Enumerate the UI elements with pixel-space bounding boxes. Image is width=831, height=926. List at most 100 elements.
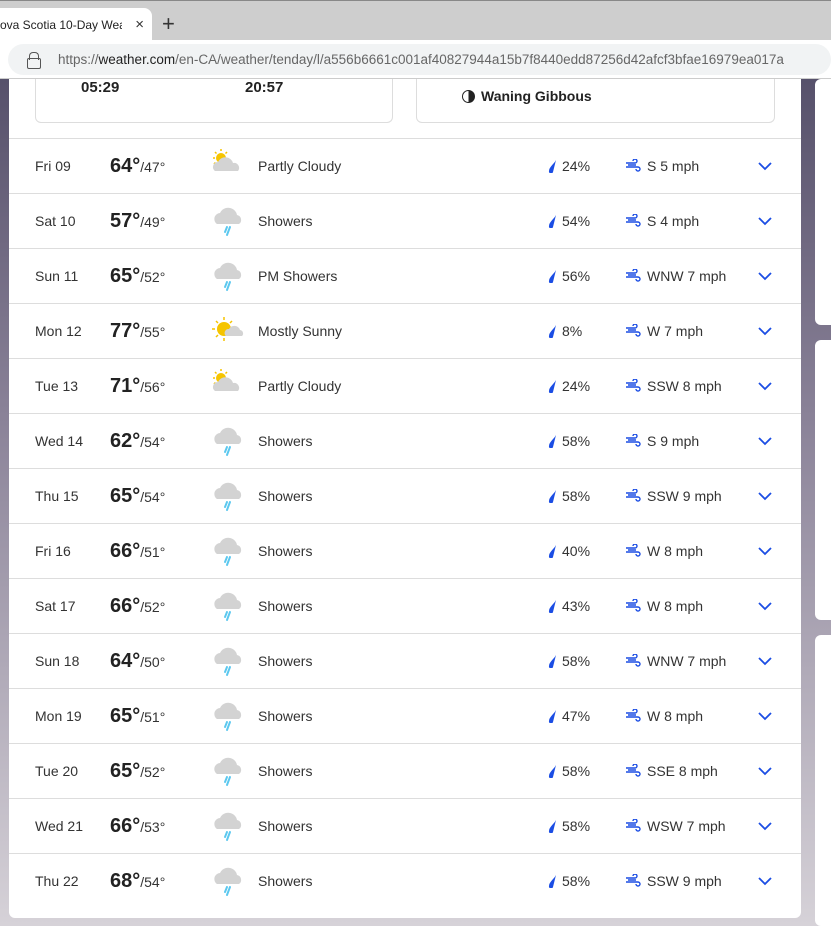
side-card: [815, 340, 831, 620]
forecast-row[interactable]: Mon 19 65°/51° Showers 47% W 8 mph: [9, 688, 801, 743]
browser-tab[interactable]: ova Scotia 10-Day Wea ×: [0, 8, 152, 42]
wind: S 9 mph: [625, 414, 699, 468]
forecast-row[interactable]: Thu 22 68°/54° Showers 58% SSW 9 mph: [9, 853, 801, 908]
precipitation: 24%: [548, 139, 590, 193]
side-card: [815, 79, 831, 325]
rain-drop-icon: [548, 489, 557, 503]
chevron-down-icon[interactable]: [757, 139, 773, 193]
condition: Partly Cloudy: [258, 378, 342, 394]
high-temp: 77°: [110, 320, 141, 342]
wind-icon: [625, 324, 641, 338]
forecast-row[interactable]: Tue 13 71°/56° Partly Cloudy 24% SSW 8 m…: [9, 358, 801, 413]
chevron-down-icon[interactable]: [757, 744, 773, 798]
temperatures: 57°/49°: [110, 210, 166, 232]
day-label: Wed 21: [35, 818, 83, 834]
url-domain: weather.com: [98, 52, 176, 67]
forecast-row[interactable]: Sat 17 66°/52° Showers 43% W 8 mph: [9, 578, 801, 633]
close-tab-icon[interactable]: ×: [135, 16, 144, 33]
wind-icon: [625, 544, 641, 558]
forecast-row[interactable]: Sat 10 57°/49° Showers 54% S 4 mph: [9, 193, 801, 248]
precipitation: 43%: [548, 579, 590, 633]
showers-icon: [211, 479, 247, 513]
wind: W 8 mph: [625, 524, 703, 578]
new-tab-button[interactable]: +: [162, 11, 175, 36]
wind-icon: [625, 819, 641, 833]
address-bar: https://weather.com/en-CA/weather/tenday…: [0, 40, 831, 79]
chevron-down-icon[interactable]: [757, 579, 773, 633]
wind-value: W 8 mph: [647, 598, 704, 614]
url-prefix: https://: [58, 52, 99, 67]
low-temp: 55°: [144, 324, 166, 340]
chevron-down-icon[interactable]: [757, 634, 773, 688]
wind: WNW 7 mph: [625, 249, 726, 303]
chevron-down-icon[interactable]: [757, 249, 773, 303]
high-temp: 65°: [110, 265, 141, 287]
chevron-down-icon[interactable]: [757, 689, 773, 743]
wind-icon: [625, 654, 641, 668]
forecast-row[interactable]: Wed 14 62°/54° Showers 58% S 9 mph: [9, 413, 801, 468]
wind: SSW 9 mph: [625, 469, 722, 523]
tab-strip: ova Scotia 10-Day Wea × +: [0, 0, 831, 42]
forecast-row[interactable]: Sun 18 64°/50° Showers 58% WNW 7 mph: [9, 633, 801, 688]
condition: Showers: [258, 708, 313, 724]
forecast-row[interactable]: Mon 12 77°/55° Mostly Sunny 8% W 7 mph: [9, 303, 801, 358]
wind: SSW 9 mph: [625, 854, 722, 908]
precip-value: 47%: [562, 708, 591, 724]
chevron-down-icon[interactable]: [757, 414, 773, 468]
showers-icon: [211, 864, 247, 898]
wind-value: SSW 9 mph: [647, 488, 722, 504]
forecast-row[interactable]: Tue 20 65°/52° Showers 58% SSE 8 mph: [9, 743, 801, 798]
forecast-row[interactable]: Fri 16 66°/51° Showers 40% W 8 mph: [9, 523, 801, 578]
low-temp: 54°: [144, 434, 166, 450]
temperatures: 66°/51°: [110, 540, 166, 562]
chevron-down-icon[interactable]: [757, 799, 773, 853]
wind: W 8 mph: [625, 579, 703, 633]
chevron-down-icon[interactable]: [757, 854, 773, 908]
forecast-list: Fri 09 64°/47° Partly Cloudy 24% S 5 mph…: [9, 138, 801, 908]
condition: Showers: [258, 433, 313, 449]
precipitation: 58%: [548, 744, 590, 798]
lock-icon[interactable]: [26, 51, 41, 69]
wind-value: S 5 mph: [647, 158, 700, 174]
chevron-down-icon[interactable]: [757, 469, 773, 523]
condition: Showers: [258, 543, 313, 559]
day-label: Mon 19: [35, 708, 82, 724]
wind: W 7 mph: [625, 304, 703, 358]
temperatures: 65°/54°: [110, 485, 166, 507]
rain-drop-icon: [548, 819, 557, 833]
wind-icon: [625, 764, 641, 778]
wind-icon: [625, 709, 641, 723]
forecast-row[interactable]: Sun 11 65°/52° PM Showers 56% WNW 7 mph: [9, 248, 801, 303]
day-label: Sat 10: [35, 213, 76, 229]
chevron-down-icon[interactable]: [757, 304, 773, 358]
showers-icon: [211, 699, 247, 733]
condition: Showers: [258, 818, 313, 834]
showers-icon: [211, 204, 247, 238]
wind-icon: [625, 434, 641, 448]
low-temp: 50°: [144, 654, 166, 670]
chevron-down-icon[interactable]: [757, 194, 773, 248]
url-input[interactable]: https://weather.com/en-CA/weather/tenday…: [8, 44, 831, 75]
day-label: Thu 22: [35, 873, 79, 889]
wind: W 8 mph: [625, 689, 703, 743]
chevron-down-icon[interactable]: [757, 359, 773, 413]
precip-value: 43%: [562, 598, 591, 614]
precip-value: 58%: [562, 818, 591, 834]
rain-drop-icon: [548, 709, 557, 723]
sunset-time: 20:57: [245, 79, 284, 96]
temperatures: 64°/50°: [110, 650, 166, 672]
chevron-down-icon[interactable]: [757, 524, 773, 578]
ten-day-forecast: 05:29 20:57 Waning Gibbous Fri 09 64°/47…: [9, 79, 801, 918]
forecast-row[interactable]: Fri 09 64°/47° Partly Cloudy 24% S 5 mph: [9, 138, 801, 193]
forecast-row[interactable]: Thu 15 65°/54° Showers 58% SSW 9 mph: [9, 468, 801, 523]
day-label: Fri 09: [35, 158, 71, 174]
rain-drop-icon: [548, 324, 557, 338]
high-temp: 64°: [110, 155, 141, 177]
side-card: [815, 635, 831, 926]
temperatures: 65°/52°: [110, 265, 166, 287]
condition: Showers: [258, 213, 313, 229]
precip-value: 40%: [562, 543, 591, 559]
forecast-row[interactable]: Wed 21 66°/53° Showers 58% WSW 7 mph: [9, 798, 801, 853]
partly-cloudy-icon: [211, 149, 247, 183]
wind-icon: [625, 599, 641, 613]
